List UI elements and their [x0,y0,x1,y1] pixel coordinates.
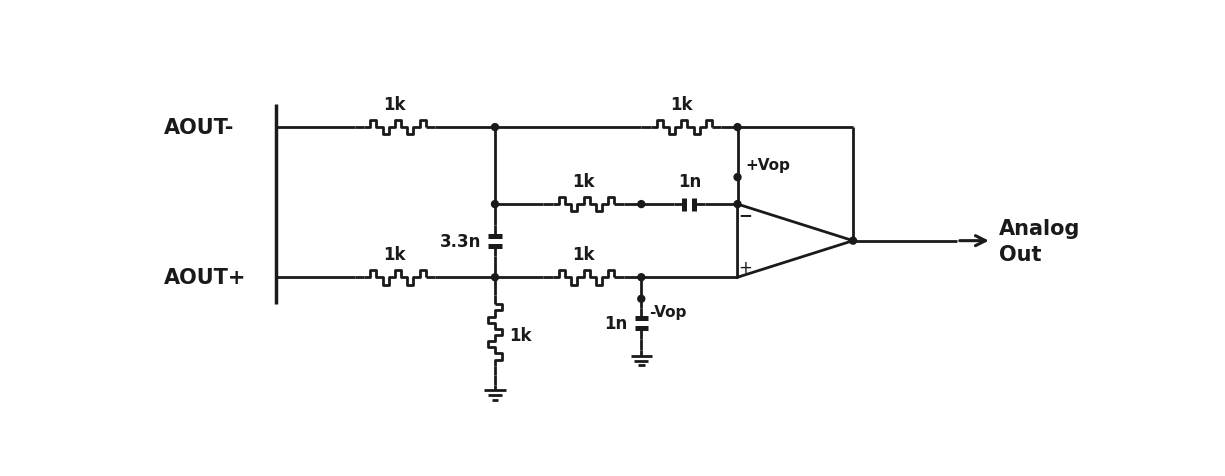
Circle shape [638,201,644,208]
Text: 1k: 1k [572,173,595,191]
Text: Out: Out [1000,244,1041,264]
Text: +: + [739,258,752,277]
Text: -Vop: -Vop [649,305,686,319]
Circle shape [491,201,499,208]
Circle shape [638,274,644,281]
Text: 1n: 1n [604,315,627,333]
Text: AOUT-: AOUT- [164,118,234,138]
Text: 1n: 1n [677,173,701,191]
Text: 1k: 1k [508,326,532,344]
Circle shape [491,124,499,131]
Text: 1k: 1k [383,96,407,114]
Circle shape [491,274,499,281]
Text: +Vop: +Vop [745,158,790,172]
Text: −: − [739,206,752,224]
Text: AOUT+: AOUT+ [164,268,246,288]
Text: 1k: 1k [383,246,407,264]
Text: 1k: 1k [572,246,595,264]
Circle shape [734,124,741,131]
Circle shape [734,201,741,208]
Text: Analog: Analog [1000,218,1080,238]
Circle shape [638,296,644,303]
Circle shape [850,238,856,245]
Text: 3.3n: 3.3n [440,232,481,250]
Text: 1k: 1k [670,96,692,114]
Circle shape [734,174,741,181]
